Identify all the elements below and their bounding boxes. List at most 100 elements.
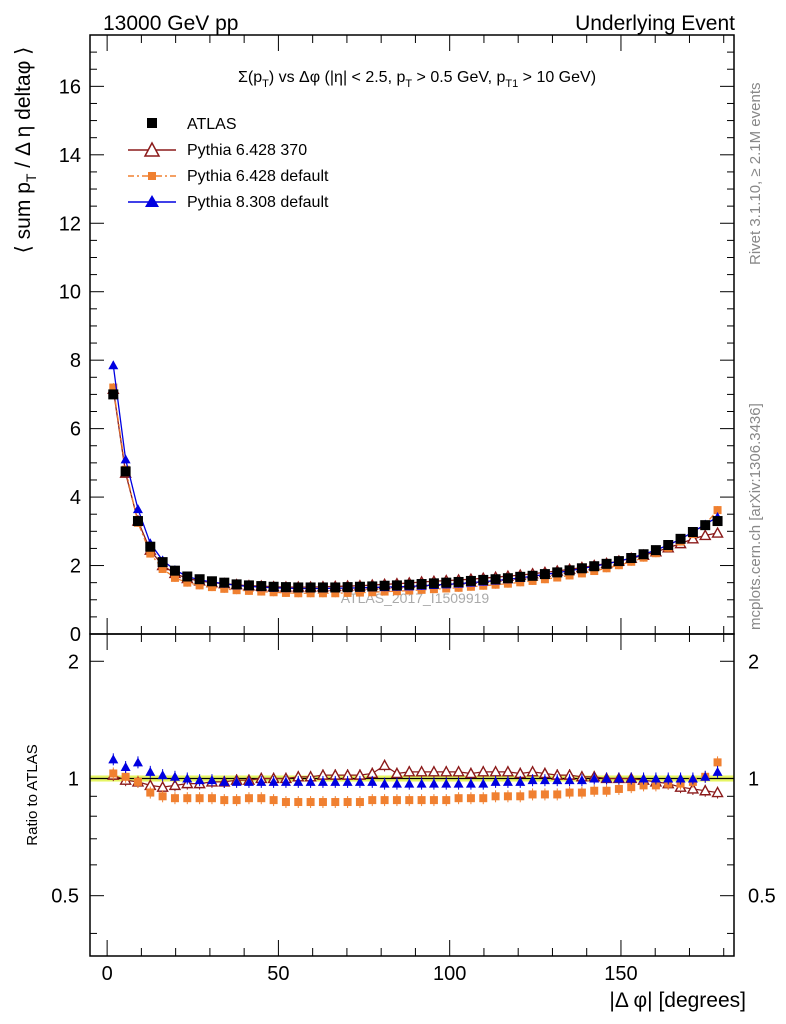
ratio-point-pythia6-default (442, 796, 451, 805)
ratio-point-pythia8 (527, 775, 538, 785)
data-point-atlas (268, 581, 279, 592)
data-point-atlas (453, 576, 464, 587)
ratio-point-pythia6-default (207, 794, 216, 803)
x-tick-label: 0 (102, 963, 113, 985)
data-point-atlas (712, 516, 723, 527)
ratio-point-pythia6-default (503, 792, 512, 801)
ratio-point-pythia8 (169, 771, 180, 781)
ratio-point-pythia6-370 (711, 786, 724, 798)
ratio-point-pythia8 (132, 757, 143, 767)
header-left: 13000 GeV pp (103, 12, 238, 35)
data-point-atlas (317, 582, 328, 593)
data-point-atlas (650, 545, 661, 556)
ratio-y-tick-label: 2 (68, 651, 79, 673)
data-point-pythia6-default (491, 580, 500, 589)
ratio-point-pythia6-default (429, 796, 438, 805)
y-tick-label: 4 (70, 487, 81, 509)
ratio-point-pythia6-default (491, 792, 500, 801)
ratio-point-pythia8 (206, 775, 217, 785)
data-point-atlas (416, 579, 427, 590)
ratio-point-pythia6-default (590, 786, 599, 795)
data-point-atlas (219, 577, 230, 588)
ratio-point-pythia8 (317, 776, 328, 786)
main-axis-ticks (90, 34, 734, 635)
ratio-point-pythia8 (453, 778, 464, 788)
ratio-point-pythia8 (367, 776, 378, 786)
data-point-atlas (108, 389, 119, 400)
data-point-pythia6-default (207, 583, 216, 592)
data-point-atlas (687, 526, 698, 537)
ratio-point-pythia6-default (306, 798, 315, 807)
data-point-atlas (132, 516, 143, 527)
x-tick-label: 50 (267, 963, 289, 985)
data-point-pythia6-default (380, 587, 389, 596)
x-tick-label: 150 (604, 963, 637, 985)
data-point-atlas (490, 574, 501, 585)
rivet-version-label: Rivet 3.1.10, ≥ 2.1M events (747, 83, 764, 266)
ratio-point-pythia8 (675, 773, 686, 783)
ratio-point-pythia8 (428, 778, 439, 788)
data-point-pythia6-default (269, 588, 278, 597)
ratio-point-pythia8 (502, 776, 513, 786)
ratio-point-pythia8 (256, 776, 267, 786)
ratio-point-pythia6-370 (464, 767, 478, 779)
data-point-pythia6-default (454, 583, 463, 592)
data-point-pythia6-370 (711, 526, 724, 538)
ratio-point-pythia6-default (244, 794, 253, 803)
data-point-atlas (638, 549, 649, 560)
data-point-atlas (539, 569, 550, 580)
ratio-point-pythia6-370 (452, 765, 465, 777)
data-point-pythia6-default (294, 589, 303, 598)
data-point-pythia6-default (368, 588, 377, 597)
data-point-atlas (441, 577, 452, 588)
ratio-point-pythia6-default (257, 794, 266, 803)
ratio-point-pythia6-default (220, 796, 229, 805)
y-tick-label: 8 (70, 350, 81, 372)
ratio-point-pythia8 (650, 773, 661, 783)
mcplots-label: mcplots.cern.ch [arXiv:1306.3436] (747, 403, 764, 630)
ratio-point-pythia8 (465, 778, 476, 788)
legend-marker-pythia6-default (148, 172, 156, 180)
ratio-point-pythia8 (194, 775, 205, 785)
data-point-pythia6-default (479, 581, 488, 590)
data-point-pythia6-default (540, 575, 549, 584)
ratio-y-tick-label-right: 0.5 (748, 886, 776, 908)
ratio-point-pythia6-default (540, 790, 549, 799)
ratio-point-pythia6-default (269, 796, 278, 805)
data-point-atlas (169, 565, 180, 576)
data-point-atlas (626, 553, 637, 564)
ratio-point-pythia6-370 (415, 765, 428, 777)
x-axis-label: |Δ φ| [degrees] (609, 989, 746, 1012)
data-point-pythia6-default (146, 549, 155, 558)
x-tick-labels: 0 50 100 150 (102, 963, 638, 985)
legend-marker-pythia8 (145, 195, 159, 207)
legend-marker-atlas (147, 118, 157, 128)
data-point-pythia6-default (577, 569, 586, 578)
ratio-point-pythia6-default (627, 783, 636, 792)
data-point-atlas (330, 582, 341, 593)
data-point-atlas (367, 581, 378, 592)
ratio-point-pythia6-default (109, 769, 118, 778)
ratio-point-pythia8 (231, 776, 242, 786)
data-point-pythia6-370 (699, 528, 712, 541)
legend-marker-pythia6-370 (143, 141, 161, 157)
data-point-atlas (243, 580, 254, 591)
legend-label-pythia8: Pythia 8.308 default (187, 194, 329, 211)
title-subscript: T1 (505, 78, 518, 90)
y-tick-label: 10 (59, 282, 81, 304)
data-point-pythia8 (120, 454, 131, 464)
legend-entry-atlas: ATLAS (147, 116, 237, 133)
data-point-pythia6-default (417, 585, 426, 594)
data-point-pythia6-default (232, 586, 241, 595)
data-point-atlas (157, 557, 168, 568)
data-point-atlas (675, 533, 686, 544)
ratio-point-pythia6-default (417, 796, 426, 805)
ratio-point-pythia6-370 (168, 778, 182, 791)
ratio-plot-frame (89, 633, 735, 957)
ratio-point-pythia8 (687, 773, 698, 783)
ratio-point-pythia8 (539, 775, 550, 785)
ratio-point-pythia6-default (466, 794, 475, 803)
data-point-atlas (256, 581, 267, 592)
y-tick-label: 12 (59, 213, 81, 235)
